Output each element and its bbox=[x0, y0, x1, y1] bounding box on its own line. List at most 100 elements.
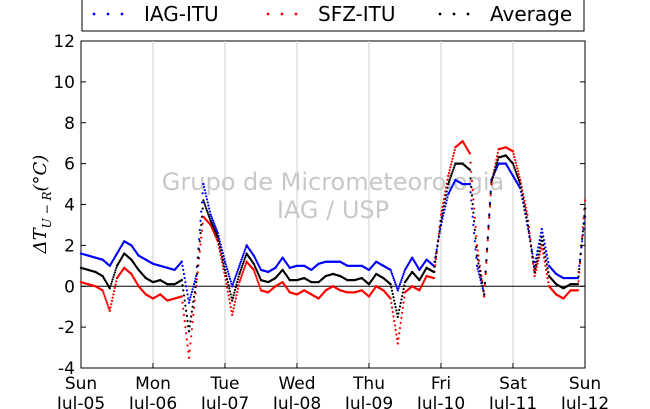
data-point bbox=[223, 260, 227, 263]
x-tick-date: Jul-07 bbox=[200, 394, 249, 409]
trace-dot bbox=[205, 198, 209, 201]
trace-dot bbox=[470, 170, 473, 173]
trace-dot bbox=[542, 243, 545, 247]
trace-dot bbox=[400, 298, 403, 301]
trace-dot bbox=[476, 249, 479, 252]
legend-label: IAG-ITU bbox=[144, 2, 219, 26]
trace-dot bbox=[182, 289, 185, 292]
trace-dot bbox=[181, 264, 184, 267]
trace-dot bbox=[547, 281, 550, 284]
trace-dot bbox=[392, 315, 395, 318]
trace-dot bbox=[434, 257, 438, 261]
trace-dot bbox=[493, 168, 497, 171]
trace-dot bbox=[244, 256, 247, 259]
data-point bbox=[187, 330, 191, 333]
trace-dot bbox=[547, 271, 550, 274]
x-tick-day: Thu bbox=[352, 374, 385, 394]
trace-dot bbox=[521, 197, 525, 200]
trace-dot bbox=[473, 207, 476, 210]
trace-dot bbox=[208, 210, 211, 213]
trace-dot bbox=[469, 177, 472, 180]
trace-dot bbox=[581, 240, 584, 243]
trace-dot bbox=[485, 248, 489, 251]
trace-dot bbox=[206, 201, 209, 204]
trace-dot bbox=[188, 298, 191, 302]
trace-dot bbox=[190, 328, 193, 331]
trace-dot bbox=[535, 260, 538, 263]
trace-dot bbox=[582, 222, 585, 225]
legend: IAG-ITU SFZ-ITU Average bbox=[81, 0, 585, 32]
trace-dot bbox=[522, 201, 525, 204]
x-tick-day: Mon bbox=[135, 374, 171, 394]
trace-dot bbox=[474, 225, 477, 229]
trace-dot bbox=[514, 158, 517, 162]
trace-dot bbox=[582, 217, 585, 220]
trace-dot bbox=[472, 223, 475, 227]
trace-dot bbox=[199, 232, 202, 235]
data-point bbox=[468, 168, 471, 171]
trace-dot bbox=[525, 216, 528, 219]
trace-dot bbox=[236, 290, 239, 294]
data-point bbox=[180, 278, 183, 282]
trace-dot bbox=[435, 250, 438, 253]
trace-dot bbox=[532, 265, 535, 268]
trace-dot bbox=[232, 307, 235, 310]
trace-dot bbox=[195, 278, 199, 281]
trace-dot bbox=[453, 149, 456, 152]
legend-marker bbox=[266, 12, 270, 16]
trace-dot bbox=[244, 264, 247, 267]
x-tick-date: Jul-10 bbox=[416, 394, 465, 409]
trace-dot bbox=[445, 190, 448, 193]
trace-dot bbox=[399, 281, 402, 284]
trace-dot bbox=[205, 209, 209, 212]
trace-dot bbox=[228, 287, 231, 290]
trace-dot bbox=[531, 252, 534, 255]
trace-dot bbox=[578, 258, 582, 261]
y-tick-label: -4 bbox=[58, 359, 75, 379]
trace-dot bbox=[208, 215, 211, 218]
trace-dot bbox=[544, 246, 547, 249]
trace-dot bbox=[105, 299, 108, 302]
legend-marker bbox=[452, 12, 456, 16]
trace-dot bbox=[443, 201, 446, 204]
data-point bbox=[475, 254, 479, 257]
trace-dot bbox=[225, 265, 228, 268]
trace-dot bbox=[236, 270, 239, 274]
data-point bbox=[447, 174, 450, 178]
trace-dot bbox=[391, 274, 394, 278]
trace-dot bbox=[114, 269, 117, 272]
trace-dot bbox=[473, 220, 476, 223]
trace-dot bbox=[482, 289, 485, 292]
trace-dot bbox=[226, 267, 229, 271]
x-tick-day: Tue bbox=[209, 374, 239, 394]
trace-dot bbox=[390, 289, 394, 292]
trace-dot bbox=[529, 240, 532, 243]
trace-dot bbox=[198, 228, 201, 232]
data-point bbox=[511, 162, 515, 165]
trace-dot bbox=[239, 260, 242, 263]
trace-dot bbox=[218, 242, 221, 245]
trace-dot bbox=[103, 295, 106, 298]
trace-dot bbox=[191, 305, 194, 308]
trace-dot bbox=[229, 305, 232, 309]
trace-dot bbox=[401, 306, 404, 309]
data-point bbox=[187, 301, 191, 304]
trace-dot bbox=[221, 255, 224, 258]
y-tick-label: 6 bbox=[64, 155, 75, 175]
trace-dot bbox=[184, 326, 187, 329]
trace-dot bbox=[516, 176, 520, 180]
trace-dot bbox=[577, 275, 580, 278]
data-point bbox=[231, 285, 234, 288]
trace-dot bbox=[446, 196, 449, 199]
trace-dot bbox=[523, 205, 526, 208]
trace-dot bbox=[113, 286, 116, 289]
trace-dot bbox=[403, 270, 406, 274]
trace-dot bbox=[472, 211, 475, 214]
data-point bbox=[583, 207, 587, 210]
trace-dot bbox=[107, 305, 110, 308]
trace-dot bbox=[578, 262, 582, 265]
trace-dot bbox=[442, 214, 445, 217]
x-tick-day: Sat bbox=[499, 374, 527, 394]
data-point bbox=[180, 295, 183, 298]
trace-dot bbox=[186, 319, 189, 323]
